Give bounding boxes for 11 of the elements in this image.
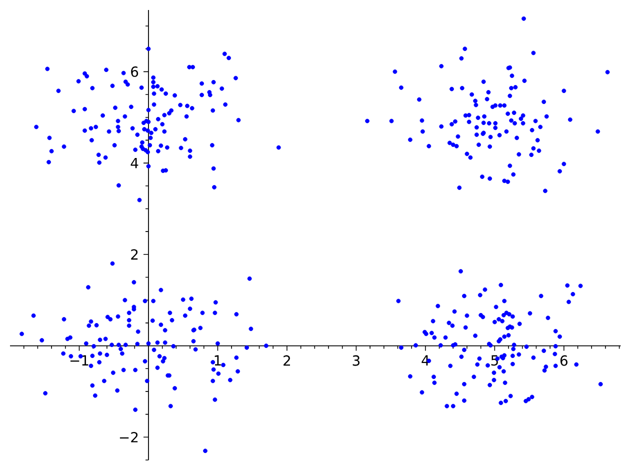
y-tick-label: 6 bbox=[131, 66, 138, 77]
x-tick-label: 2 bbox=[284, 355, 290, 366]
x-tick-label: 3 bbox=[352, 355, 360, 366]
x-tick-label: 4 bbox=[422, 355, 430, 366]
y-tick-label: 2 bbox=[131, 249, 138, 260]
x-tick-label: 6 bbox=[560, 355, 568, 366]
x-tick-label: −1 bbox=[70, 355, 88, 366]
y-tick-label: 4 bbox=[130, 158, 138, 168]
x-tick-label: 5 bbox=[491, 355, 498, 366]
x-tick-label: 1 bbox=[214, 355, 221, 366]
y-tick-label: −2 bbox=[120, 432, 138, 442]
